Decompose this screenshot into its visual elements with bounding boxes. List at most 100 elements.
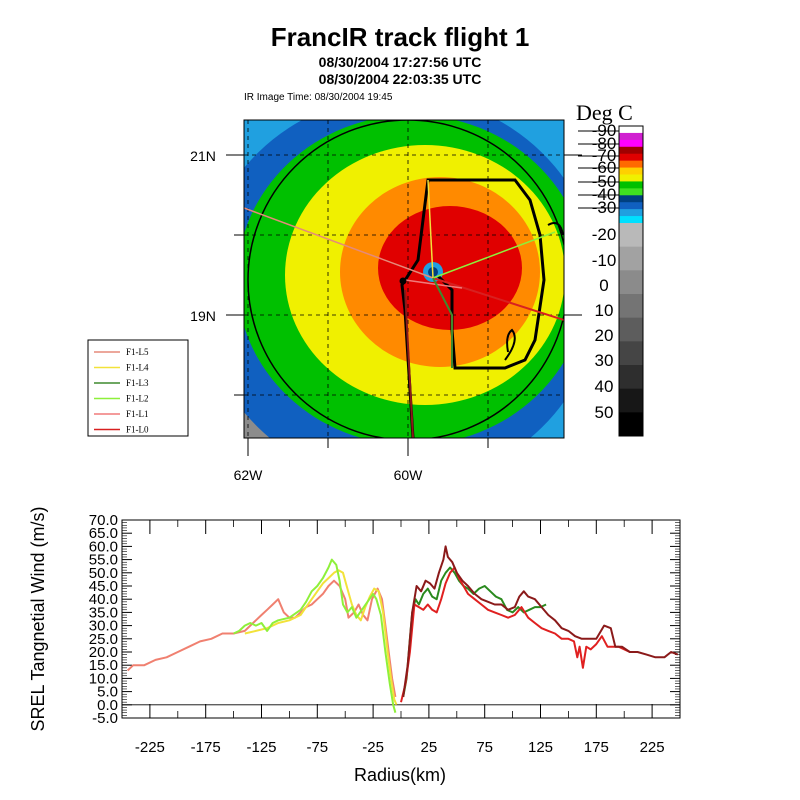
x-tick-label: 125 <box>528 739 553 756</box>
colorbar-label: 40 <box>595 377 614 396</box>
lat-label-21n: 21N <box>190 148 216 164</box>
ir-image-time: IR Image Time: 08/30/2004 19:45 <box>244 92 393 103</box>
legend-label-f1-l2: F1-L2 <box>126 394 149 404</box>
colorbar-label: -60 <box>592 158 617 177</box>
colorbar-swatch <box>619 160 643 169</box>
leg-f1-l1 <box>404 279 463 289</box>
colorbar-label: -90 <box>592 121 617 140</box>
colorbar-swatch <box>619 167 643 175</box>
colorbar-swatch <box>619 146 643 155</box>
colorbar-frame <box>618 125 644 437</box>
leg-f1-l3 <box>432 277 453 368</box>
series-line-f1-l0 <box>400 566 631 703</box>
colorbar-label: 0 <box>599 276 608 295</box>
leg-f1-l0 <box>432 277 564 321</box>
range-ring <box>247 120 564 438</box>
x-tick-label: -75 <box>306 739 328 756</box>
x-tick-label: 175 <box>584 739 609 756</box>
x-tick-label: -175 <box>191 739 221 756</box>
y-tick-label: 65.0 <box>89 525 118 542</box>
y-tick-label: 5.0 <box>97 684 118 701</box>
x-axis-label: Radius(km) <box>354 765 446 785</box>
legend-label-f1-l1: F1-L1 <box>126 409 149 419</box>
colorbar-swatch <box>619 202 643 210</box>
colorbar-label: -70 <box>592 146 617 165</box>
y-tick-label: 40.0 <box>89 591 118 608</box>
series-line-f1-l1 <box>402 545 679 698</box>
flight-track-loop-2 <box>504 328 516 361</box>
colorbar-label: 30 <box>595 351 614 370</box>
colorbar-swatch-grey <box>619 270 643 295</box>
legend-label-f1-l3: F1-L3 <box>126 378 149 388</box>
colorbar-swatch-grey <box>619 412 643 437</box>
x-tick-label: -225 <box>135 739 165 756</box>
legend-box <box>87 339 189 437</box>
colorbar-swatch-grey <box>619 246 643 271</box>
colorbar-swatch <box>619 153 643 162</box>
colorbar-label: -20 <box>592 225 617 244</box>
y-tick-label: 10.0 <box>89 670 118 687</box>
chart-title: FrancIR track flight 1 <box>270 22 530 52</box>
legend-label-f1-l5: F1-L5 <box>126 347 149 357</box>
legend-label-f1-l4: F1-L4 <box>126 363 149 373</box>
y-tick-label: 25.0 <box>89 631 118 648</box>
tangential-wind-chart: -5.00.05.010.015.020.025.030.035.040.045… <box>28 506 681 785</box>
colorbar-label: -50 <box>592 172 617 191</box>
leg-f1-l1-south <box>404 289 414 438</box>
subtitle-end-time: 08/30/2004 22:03:35 UTC <box>318 71 482 87</box>
y-tick-label: 35.0 <box>89 604 118 621</box>
series-line-f1-l2 <box>233 558 397 713</box>
y-axis-label: SREL Tangnetial Wind (m/s) <box>28 506 48 731</box>
colorbar-swatch-grey <box>619 317 643 342</box>
legend-label-f1-l0: F1-L0 <box>126 425 149 435</box>
y-tick-label: 20.0 <box>89 644 118 661</box>
colorbar-swatch-grey <box>619 365 643 390</box>
ir-satellite-map: 21N 19N 62W 60W <box>190 119 582 483</box>
colorbar-swatch <box>619 181 643 189</box>
colorbar-swatch <box>619 126 643 134</box>
subtitle-start-time: 08/30/2004 17:27:56 UTC <box>318 54 482 70</box>
leg-f1-l2 <box>432 231 556 279</box>
colorbar-swatch <box>619 216 643 224</box>
colorbar-swatch <box>619 195 643 203</box>
leg-f1-l5 <box>244 207 434 279</box>
x-tick-label: -25 <box>362 739 384 756</box>
flight-track <box>400 178 546 438</box>
x-tick-label: 25 <box>421 739 438 756</box>
x-tick-label: 75 <box>476 739 493 756</box>
x-tick-label: -125 <box>246 739 276 756</box>
flight-track-loop <box>547 222 564 236</box>
lon-label-60w: 60W <box>394 467 424 483</box>
map-legend: F1-L5 F1-L4 F1-L3 F1-L2 F1-L1 F1-L0 <box>87 339 189 437</box>
colorbar-label: -10 <box>592 251 617 270</box>
track-marker-dot <box>399 277 407 285</box>
lon-label-62w: 62W <box>234 467 264 483</box>
y-tick-label: 70.0 <box>89 512 118 529</box>
y-tick-label: 55.0 <box>89 552 118 569</box>
colorbar-swatch <box>619 188 643 196</box>
y-tick-label: 0.0 <box>97 697 118 714</box>
colorbar-swatch-grey <box>619 341 643 366</box>
colorbar-label: 20 <box>595 326 614 345</box>
colorbar-label: 10 <box>595 301 614 320</box>
series-line-f1-l4 <box>244 569 398 706</box>
plot-frame <box>121 519 681 719</box>
colorbar-swatch <box>619 139 643 148</box>
map-frame <box>243 119 565 439</box>
map-ticks <box>226 154 582 456</box>
colorbar-label: -30 <box>592 198 617 217</box>
colorbar-swatch-grey <box>619 294 643 319</box>
colorbar-swatch <box>619 209 643 217</box>
x-tick-label: 225 <box>640 739 665 756</box>
y-tick-label: 30.0 <box>89 618 118 635</box>
map-band-red <box>378 206 522 330</box>
colorbar-title: Deg C <box>576 100 633 125</box>
y-tick-label: 15.0 <box>89 657 118 674</box>
map-gridlines <box>244 120 564 438</box>
series-line-f1-l5 <box>126 579 397 698</box>
colorbar-label: 50 <box>595 403 614 422</box>
y-tick-label: 45.0 <box>89 578 118 595</box>
colorbar: Deg C -90-80-70-60-50-40-30 -20 -10 0 10 20 30… <box>576 100 644 437</box>
leg-f1-l4 <box>427 179 434 279</box>
